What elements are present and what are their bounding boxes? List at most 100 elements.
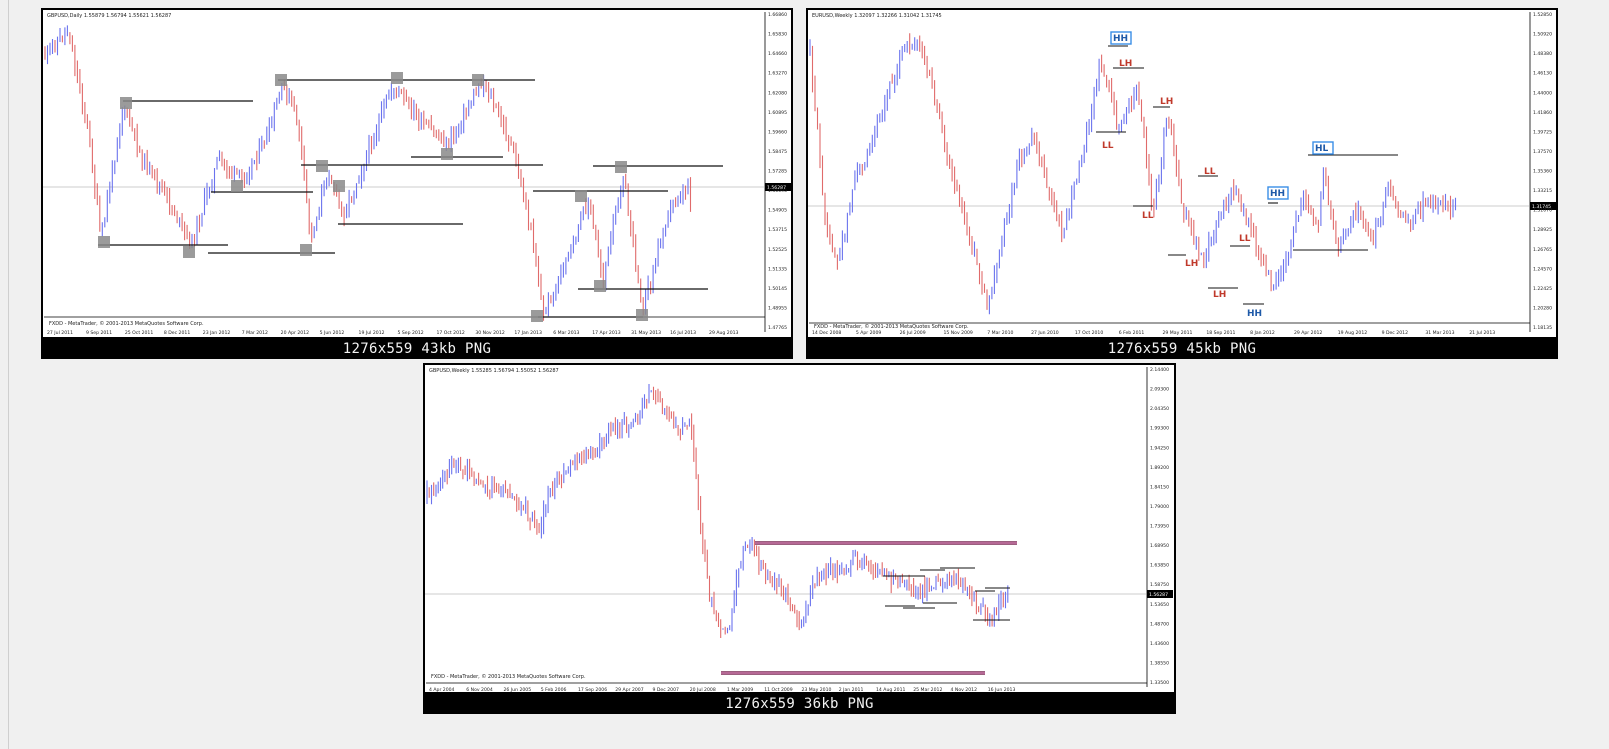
y-tick-label: 1.53715 (768, 227, 787, 233)
x-tick-label: 8 Jan 2012 (1250, 330, 1275, 336)
bearish-candles (428, 386, 1004, 638)
y-tick-label: 1.48380 (1533, 51, 1552, 57)
swing-zone-marker (594, 280, 606, 292)
y-tick-label: 1.46130 (1533, 71, 1552, 77)
y-tick-label: 1.60895 (768, 110, 787, 116)
y-tick-label: 1.58750 (1150, 582, 1169, 588)
swing-marker-lh: LH (1119, 59, 1132, 69)
y-tick-label: 1.22425 (1533, 286, 1552, 292)
x-tick-label: 5 Feb 2006 (541, 687, 567, 692)
x-tick-label: 7 Mar 2010 (987, 330, 1013, 336)
x-tick-label: 17 Oct 2012 (436, 330, 464, 336)
x-tick-label: 21 Jul 2013 (1469, 330, 1495, 336)
y-tick-label: 1.48700 (1150, 621, 1169, 627)
x-tick-label: 17 Jan 2013 (514, 330, 542, 336)
x-tick-label: 26 Jun 2005 (504, 687, 532, 692)
y-tick-label: 1.41860 (1533, 110, 1552, 116)
y-tick-label: 1.56095 (768, 188, 787, 194)
y-tick-label: 2.14400 (1150, 367, 1169, 373)
x-tick-label: 14 Dec 2008 (812, 330, 841, 336)
x-tick-label: 9 Dec 2012 (1382, 330, 1409, 336)
swing-marker-hh: HH (1247, 309, 1262, 319)
swing-marker-lh: LH (1160, 97, 1173, 107)
x-tick-label: 6 Feb 2011 (1119, 330, 1145, 336)
x-tick-label: 5 Apr 2009 (856, 330, 882, 336)
x-tick-label: 27 Jun 2010 (1031, 330, 1059, 336)
x-tick-label: 16 Jun 2013 (988, 687, 1016, 692)
x-tick-label: 29 May 2011 (1163, 330, 1193, 336)
x-tick-label: 20 Jul 2008 (690, 687, 716, 692)
price-label: 1.31745 (1532, 204, 1551, 210)
x-tick-label: 29 Apr 2012 (1294, 330, 1322, 336)
x-tick-label: 7 Mar 2012 (242, 330, 268, 336)
marker-box (1312, 141, 1334, 155)
price-label-bg (1147, 590, 1173, 598)
y-tick-label: 1.24570 (1533, 266, 1552, 272)
y-tick-label: 1.73950 (1150, 524, 1169, 530)
thumbnail-gbpusd-weekly[interactable]: GBPUSD,Weekly 1.55285 1.56794 1.55052 1.… (423, 363, 1176, 714)
x-tick-label: 15 Nov 2009 (943, 330, 972, 336)
swing-zone-marker (98, 236, 110, 248)
thumbnail-caption: 1276x559 45kb PNG (806, 339, 1558, 359)
swing-zone-marker (391, 72, 403, 84)
y-tick-label: 1.62080 (768, 90, 787, 96)
thumbnail-gbpusd-daily[interactable]: GBPUSD,Daily 1.55879 1.56794 1.55621 1.5… (41, 8, 793, 359)
y-tick-label: 1.38550 (1150, 660, 1169, 666)
x-tick-label: 9 Sep 2011 (86, 330, 112, 336)
thumbnail-eurusd-weekly[interactable]: HH LH LL LH LL LH LL LH LL HH HH HL EURUSD,Weekly 1… (806, 8, 1558, 359)
swing-zone-marker (636, 309, 648, 321)
y-tick-label: 1.84150 (1150, 484, 1169, 490)
y-tick-label: 1.37570 (1533, 149, 1552, 155)
swing-zone-marker (575, 190, 587, 202)
swing-marker-ll: LL (1142, 211, 1154, 221)
bullish-candles (46, 25, 689, 317)
swing-zone-marker (316, 160, 328, 172)
chart-eurusd-weekly-svg: HH LH LL LH LL LH LL LH LL HH HH HL EURUSD,Weekly 1… (808, 10, 1556, 337)
x-tick-label: 23 May 2010 (802, 687, 832, 692)
chart-gbpusd-weekly-svg: GBPUSD,Weekly 1.55285 1.56794 1.55052 1.… (425, 365, 1174, 692)
x-tick-label: 4 Nov 2012 (951, 687, 978, 692)
y-tick-label: 1.63270 (768, 71, 787, 77)
y-tick-label: 1.89200 (1150, 465, 1169, 471)
chart-footer: FXDD - MetaTrader, © 2001-2013 MetaQuote… (49, 320, 204, 327)
price-label: 1.56287 (767, 185, 786, 191)
chart-gbpusd-daily-svg: GBPUSD,Daily 1.55879 1.56794 1.55621 1.5… (43, 10, 791, 337)
chart-gbpusd-weekly: GBPUSD,Weekly 1.55285 1.56794 1.55052 1.… (425, 365, 1174, 692)
bearish-candles (811, 33, 1452, 310)
x-tick-label: 8 Dec 2011 (164, 330, 191, 336)
chart-header: GBPUSD,Daily 1.55879 1.56794 1.55621 1.5… (47, 13, 171, 19)
bearish-candles (44, 32, 692, 321)
chart-header: GBPUSD,Weekly 1.55285 1.56794 1.55052 1.… (429, 368, 559, 374)
y-tick-label: 1.43600 (1150, 641, 1169, 647)
x-tick-label: 19 Jul 2012 (359, 330, 385, 336)
y-tick-label: 1.58475 (768, 149, 787, 155)
page-left-border (8, 0, 9, 749)
swing-zone-marker (615, 161, 627, 173)
y-tick-label: 1.65830 (768, 32, 787, 38)
x-tick-label: 17 Apr 2013 (592, 330, 620, 336)
y-tick-label: 1.31070 (1533, 208, 1552, 214)
y-tick-label: 1.64660 (768, 51, 787, 57)
y-tick-label: 1.47765 (768, 325, 787, 331)
swing-zone-marker (275, 74, 287, 86)
y-tick-label: 1.35360 (1533, 169, 1552, 175)
y-tick-label: 1.79000 (1150, 504, 1169, 510)
y-tick-label: 1.50920 (1533, 32, 1552, 38)
y-tick-label: 1.26765 (1533, 247, 1552, 253)
x-tick-label: 17 Oct 2010 (1075, 330, 1103, 336)
swing-zone-marker (441, 148, 453, 160)
marker-box (1110, 31, 1132, 45)
swing-marker-ll: LL (1204, 167, 1216, 177)
swing-zone-marker (333, 180, 345, 192)
y-tick-label: 1.33500 (1150, 680, 1169, 686)
swing-marker-hl: HL (1315, 144, 1329, 154)
x-tick-label: 5 Jun 2012 (320, 330, 345, 336)
x-tick-label: 27 Jul 2011 (47, 330, 73, 336)
x-tick-label: 16 Jul 2013 (670, 330, 696, 336)
y-tick-label: 1.50145 (768, 286, 787, 292)
swing-zone-marker (300, 244, 312, 256)
y-tick-label: 1.59660 (768, 129, 787, 135)
swing-zone-marker (231, 180, 243, 192)
x-tick-label: 20 Apr 2012 (281, 330, 309, 336)
y-tick-label: 1.94250 (1150, 445, 1169, 451)
